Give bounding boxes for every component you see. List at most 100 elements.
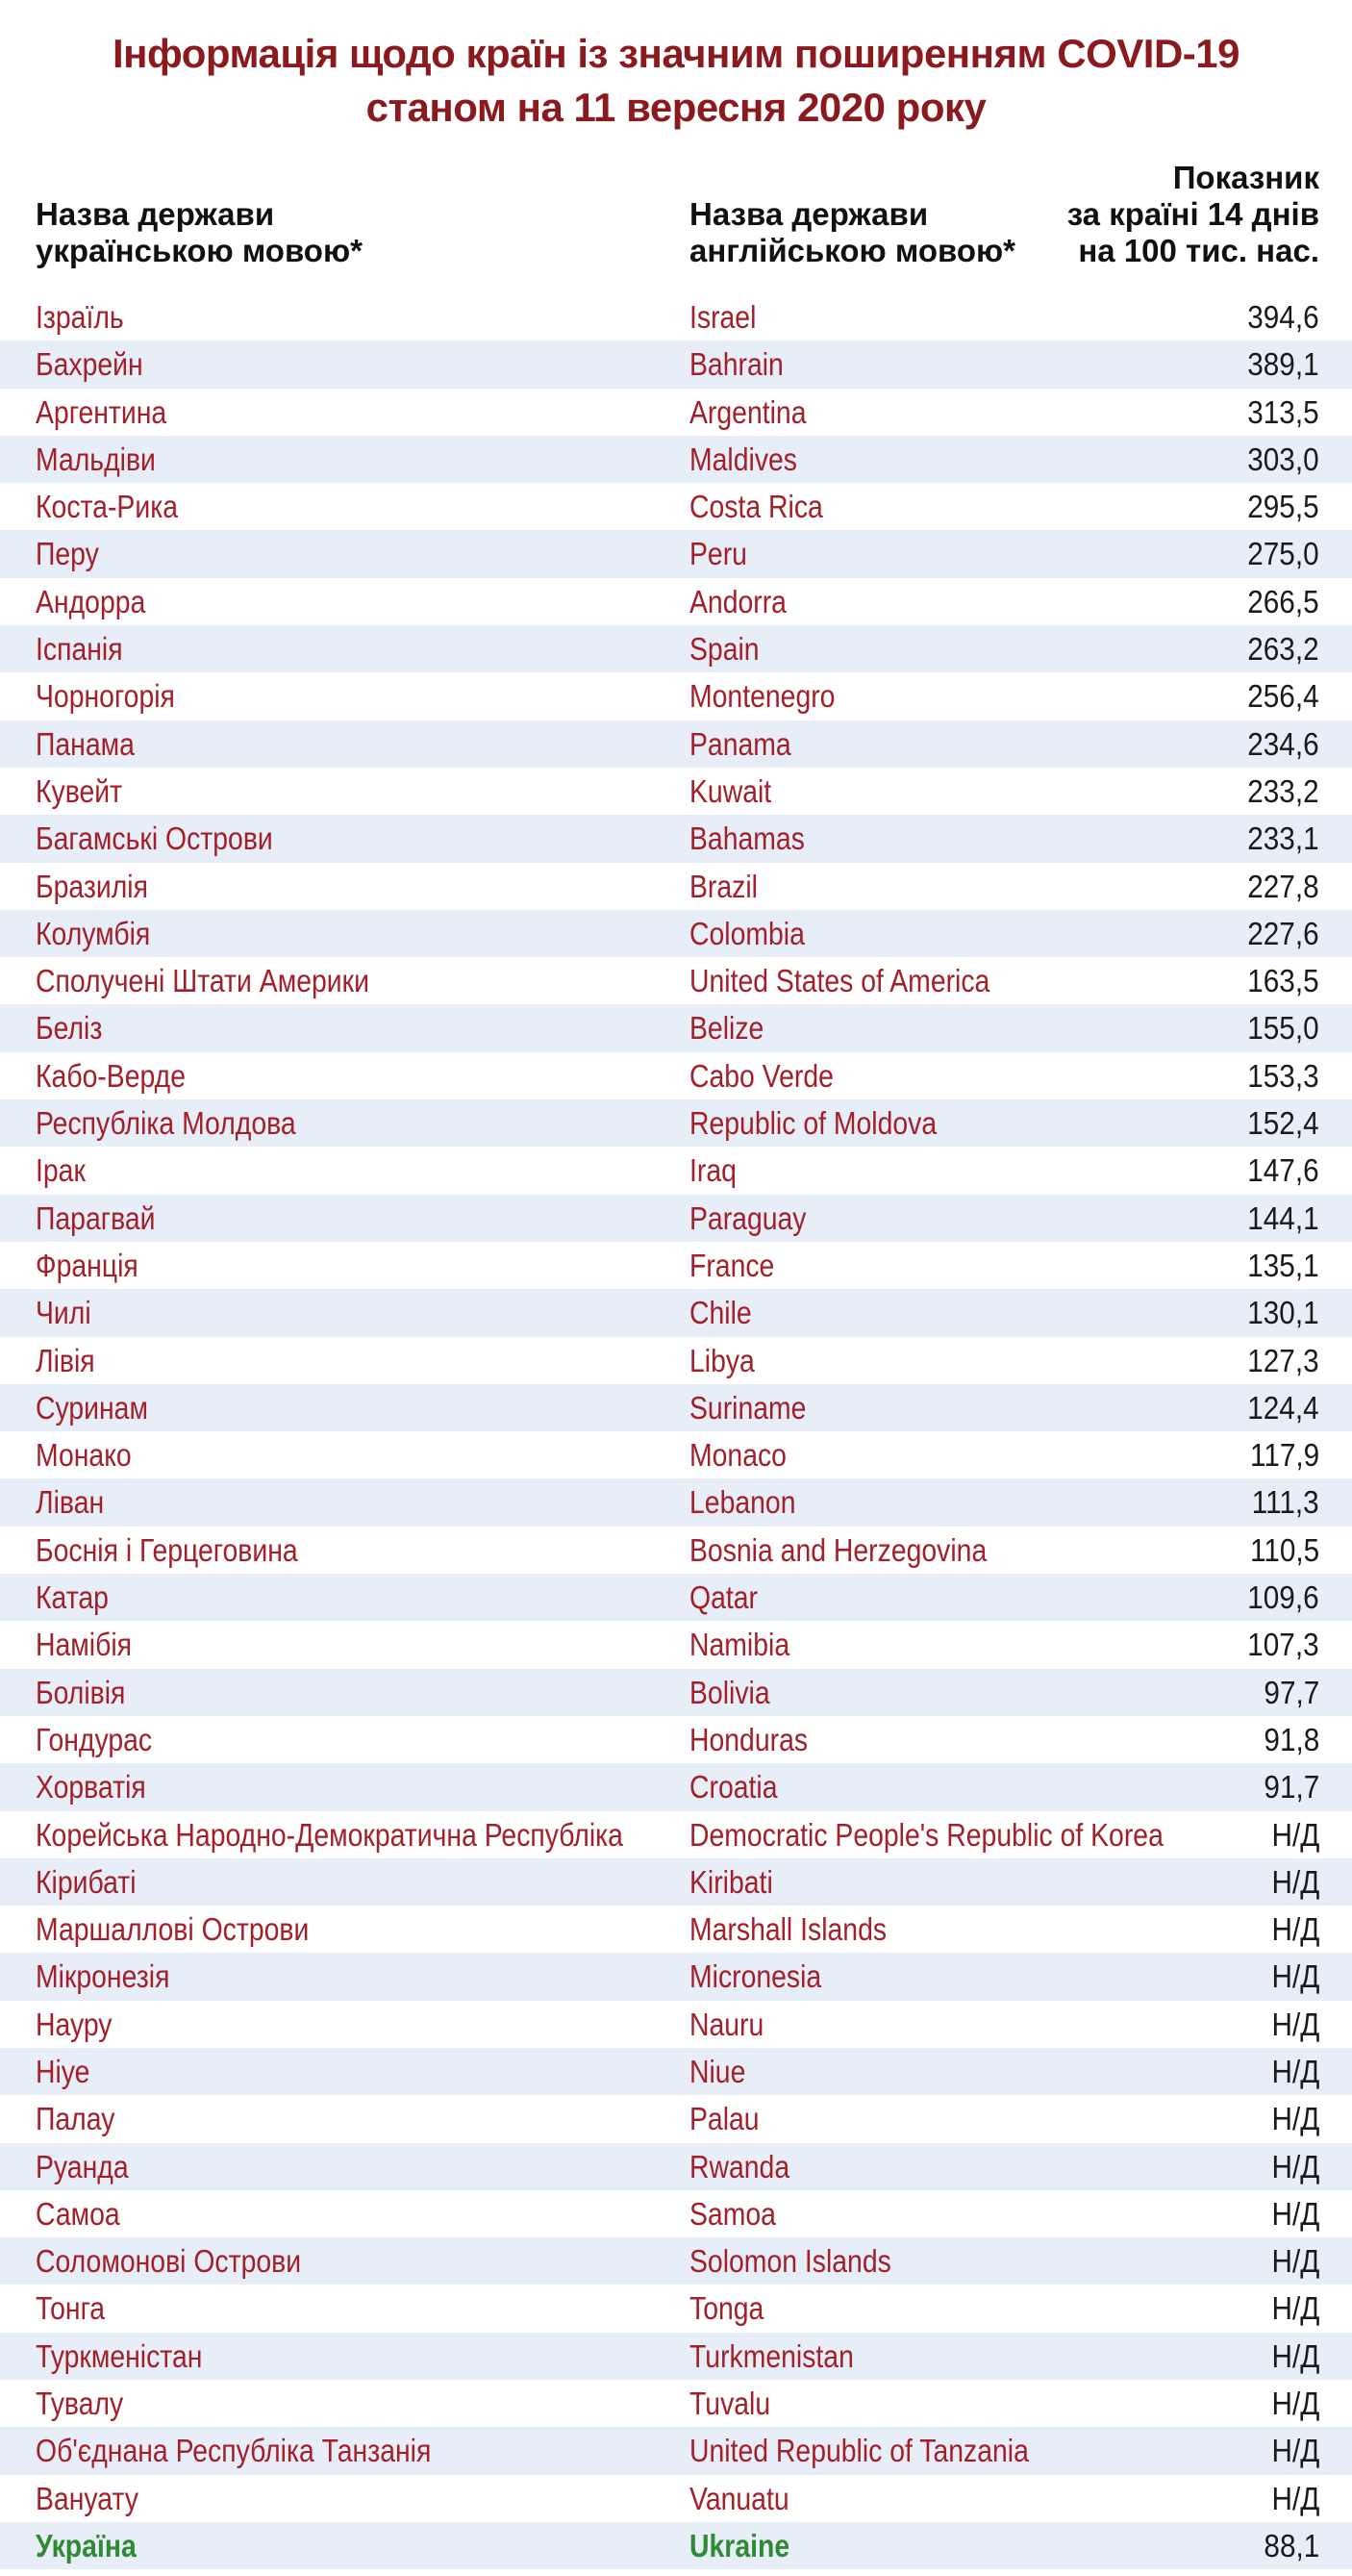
- country-name-english: Andorra: [689, 583, 787, 619]
- country-name-english: Bahrain: [689, 346, 784, 383]
- country-name-ukrainian: Республіка Молдова: [36, 1105, 296, 1142]
- country-name-english: Cabo Verde: [689, 1057, 834, 1094]
- table-row: Ніуе Niue Н/Д: [0, 2047, 1352, 2096]
- country-name-ukrainian: Маршаллові Острови: [36, 1911, 310, 1948]
- indicator-value: 88,1: [1264, 2527, 1319, 2563]
- country-name-english: Kiribati: [689, 1863, 773, 1900]
- table-row: Об'єднана Республіка Танзанія United Repu…: [0, 2427, 1352, 2475]
- country-name-ukrainian: Кірибаті: [36, 1863, 137, 1900]
- indicator-value: 266,5: [1247, 583, 1319, 619]
- table-row: Тувалу Tuvalu Н/Д: [0, 2380, 1352, 2427]
- country-name-english: Peru: [689, 536, 747, 572]
- table-row: Беліз Belize 155,0: [0, 1004, 1352, 1052]
- indicator-value: Н/Д: [1271, 2433, 1319, 2469]
- country-name-english: Democratic People's Republic of Korea: [689, 1816, 1164, 1853]
- indicator-value: Н/Д: [1271, 1911, 1319, 1948]
- country-name-ukrainian: Аргентина: [36, 393, 167, 430]
- indicator-value: 111,3: [1252, 1484, 1319, 1521]
- indicator-value: 91,8: [1264, 1721, 1319, 1757]
- indicator-value: 256,4: [1247, 678, 1319, 715]
- table-row: Соломонові Острови Solomon Islands Н/Д: [0, 2237, 1352, 2286]
- country-name-english: Vanuatu: [689, 2480, 789, 2516]
- table-row: Вануату Vanuatu Н/Д: [0, 2475, 1352, 2522]
- indicator-value: Н/Д: [1271, 2386, 1319, 2422]
- country-name-ukrainian: Бахрейн: [36, 346, 143, 383]
- country-name-ukrainian: Україна: [36, 2527, 137, 2563]
- country-name-english: Niue: [689, 2053, 746, 2089]
- country-name-english: Lebanon: [689, 1484, 796, 1521]
- country-name-english: Honduras: [689, 1721, 809, 1757]
- country-name-ukrainian: Кабо-Верде: [36, 1057, 186, 1094]
- country-name-english: United States of America: [689, 963, 990, 999]
- header-val-line-2: за країні 14 днів: [1066, 196, 1319, 232]
- table-row: Ірак Iraq 147,6: [0, 1147, 1352, 1194]
- table-row: Гондурас Honduras 91,8: [0, 1716, 1352, 1763]
- indicator-value: 107,3: [1247, 1627, 1319, 1663]
- country-name-english: Tuvalu: [689, 2386, 771, 2422]
- country-name-ukrainian: Франція: [36, 1247, 138, 1283]
- country-name-english: Palau: [689, 2101, 760, 2137]
- country-name-ukrainian: Гондурас: [36, 1721, 153, 1757]
- indicator-value: 275,0: [1247, 536, 1319, 572]
- country-name-ukrainian: Лівія: [36, 1342, 95, 1378]
- header-indicator: Показник за країні 14 днів на 100 тис. н…: [1067, 160, 1319, 269]
- country-name-english: Libya: [689, 1342, 755, 1378]
- country-name-ukrainian: Бразилія: [36, 868, 148, 904]
- country-name-english: Paraguay: [689, 1200, 807, 1236]
- indicator-value: Н/Д: [1271, 2337, 1319, 2374]
- country-name-ukrainian: Іспанія: [36, 631, 123, 668]
- country-name-ukrainian: Катар: [36, 1579, 109, 1616]
- country-name-english: United Republic of Tanzania: [689, 2433, 1029, 2469]
- indicator-value: 152,4: [1247, 1105, 1319, 1142]
- country-name-ukrainian: Ніуе: [36, 2053, 90, 2089]
- page-title: Інформація щодо країн із значним поширен…: [0, 27, 1352, 135]
- country-name-ukrainian: Болівія: [36, 1674, 126, 1710]
- table-row: Катар Qatar 109,6: [0, 1574, 1352, 1622]
- indicator-value: 110,5: [1249, 1531, 1319, 1568]
- table-row: Самоа Samoa Н/Д: [0, 2190, 1352, 2237]
- country-name-english: Republic of Moldova: [689, 1105, 938, 1142]
- country-name-ukrainian: Руанда: [36, 2148, 129, 2185]
- indicator-value: 295,5: [1247, 489, 1319, 525]
- country-name-ukrainian: Палау: [36, 2101, 115, 2137]
- indicator-value: 233,2: [1247, 772, 1319, 809]
- indicator-value: 233,1: [1247, 821, 1319, 857]
- indicator-value: 163,5: [1247, 963, 1319, 999]
- table-row: Тонга Tonga Н/Д: [0, 2285, 1352, 2332]
- indicator-value: 97,7: [1264, 1674, 1319, 1710]
- country-name-ukrainian: Коста-Рика: [36, 489, 179, 525]
- indicator-value: Н/Д: [1271, 2290, 1319, 2327]
- table-row: Мальдіви Maldives 303,0: [0, 435, 1352, 484]
- table-row: Руанда Rwanda Н/Д: [0, 2142, 1352, 2190]
- country-name-english: Brazil: [689, 868, 758, 904]
- indicator-value: 144,1: [1247, 1200, 1319, 1236]
- country-name-english: Kuwait: [689, 772, 772, 809]
- country-name-ukrainian: Ліван: [36, 1484, 105, 1521]
- table-row: Республіка Молдова Republic of Moldova 152…: [0, 1099, 1352, 1148]
- country-name-ukrainian: Боснія і Герцеговина: [36, 1531, 298, 1568]
- indicator-value: Н/Д: [1271, 1958, 1319, 1995]
- country-name-ukrainian: Ірак: [36, 1152, 86, 1189]
- table-row: Франція France 135,1: [0, 1242, 1352, 1289]
- country-name-ukrainian: Науру: [36, 2006, 113, 2042]
- table-row: Кірибаті Kiribati Н/Д: [0, 1857, 1352, 1907]
- title-line-1: Інформація щодо країн із значним поширен…: [112, 31, 1240, 76]
- country-name-english: Belize: [689, 1010, 764, 1047]
- country-name-ukrainian: Чорногорія: [36, 678, 175, 715]
- table-row: Палау Palau Н/Д: [0, 2095, 1352, 2142]
- title-line-2: станом на 11 вересня 2020 року: [365, 85, 987, 130]
- indicator-value: 127,3: [1247, 1342, 1319, 1378]
- country-name-english: Solomon Islands: [689, 2243, 891, 2280]
- country-name-english: Montenegro: [689, 678, 836, 715]
- country-name-ukrainian: Мікронезія: [36, 1958, 170, 1995]
- table-row: Перу Peru 275,0: [0, 530, 1352, 578]
- table-row: Лівія Libya 127,3: [0, 1337, 1352, 1384]
- header-val-line-1: Показник: [1172, 160, 1319, 195]
- country-name-english: Monaco: [689, 1437, 787, 1474]
- indicator-value: 109,6: [1247, 1579, 1319, 1616]
- indicator-value: 117,9: [1249, 1437, 1319, 1474]
- table-row: Маршаллові Острови Marshall Islands Н/Д: [0, 1906, 1352, 1953]
- table-body: Ізраїль Israel 394,6 Бахрейн Bahrain 389,1 Арг…: [0, 293, 1352, 2570]
- header-val-line-3: на 100 тис. нас.: [1078, 233, 1319, 268]
- header-en-line-2: англійською мовою*: [689, 233, 1016, 268]
